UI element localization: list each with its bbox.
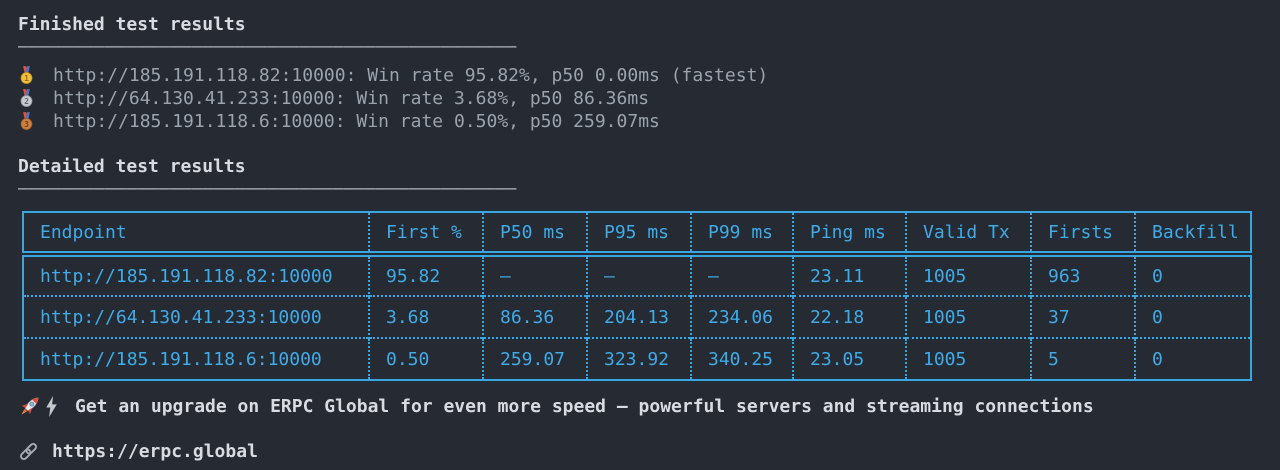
svg-text:2: 2 [24,97,29,106]
cell-p99: 340.25 [690,337,793,380]
cell-valid-tx: 1005 [905,254,1031,296]
divider-line: ––––––––––––––––––––––––––––––––––––––––… [18,178,517,199]
column-header-first-pct: First % [368,212,483,257]
cell-backfill: 0 [1134,337,1251,380]
column-header-p95: P95 ms [586,212,691,257]
column-header-endpoint: Endpoint [23,212,369,257]
cell-p95: 323.92 [586,337,691,380]
cell-firsts: 37 [1030,295,1135,338]
link-icon [18,440,39,462]
table-row: http://185.191.118.6:10000 0.50 259.07 3… [23,337,1251,380]
column-header-backfill: Backfill [1134,212,1251,257]
column-header-ping: Ping ms [792,212,906,257]
ranking-text: http://64.130.41.233:10000: Win rate 3.6… [53,88,650,109]
cell-p50: – [482,254,587,296]
cell-first-pct: 0.50 [368,337,483,380]
cell-ping: 22.18 [792,295,906,338]
finished-results-title: Finished test results [18,14,246,35]
gold-medal-icon: 1 [18,65,38,87]
ranking-row-2: 2 http://64.130.41.233:10000: Win rate 3… [18,87,1280,110]
column-header-p50: P50 ms [482,212,587,257]
ranking-row-3: 3 http://185.191.118.6:10000: Win rate 0… [18,110,1280,133]
link-row: https://erpc.global [18,439,1280,463]
column-header-p99: P99 ms [690,212,793,257]
cell-ping: 23.11 [792,254,906,296]
table-header-row: Endpoint First % P50 ms P95 ms P99 ms Pi… [23,212,1251,257]
ranking-row-1: 1 http://185.191.118.82:10000: Win rate … [18,64,1280,87]
silver-medal-icon: 2 [18,88,38,110]
cell-firsts: 5 [1030,337,1135,380]
results-table: Endpoint First % P50 ms P95 ms P99 ms Pi… [22,211,1252,381]
lightning-bolt-icon [45,395,59,417]
cell-p99: – [690,254,793,296]
cell-p95: 204.13 [586,295,691,338]
divider-line: ––––––––––––––––––––––––––––––––––––––––… [18,36,517,57]
cell-p50: 86.36 [482,295,587,338]
cell-first-pct: 95.82 [368,254,483,296]
upgrade-text: Get an upgrade on ERPC Global for even m… [75,395,1094,417]
upgrade-banner: Get an upgrade on ERPC Global for even m… [18,394,1280,418]
cell-backfill: 0 [1134,254,1251,296]
ranking-text: http://185.191.118.82:10000: Win rate 95… [53,65,769,86]
svg-text:3: 3 [24,120,29,129]
cell-p50: 259.07 [482,337,587,380]
bronze-medal-icon: 3 [18,111,38,133]
table-row: http://64.130.41.233:10000 3.68 86.36 20… [23,295,1251,338]
cell-p99: 234.06 [690,295,793,338]
svg-text:1: 1 [24,74,29,83]
cell-p95: – [586,254,691,296]
cell-valid-tx: 1005 [905,337,1031,380]
cell-endpoint: http://185.191.118.6:10000 [23,337,369,380]
cell-first-pct: 3.68 [368,295,483,338]
cell-ping: 23.05 [792,337,906,380]
cell-backfill: 0 [1134,295,1251,338]
table-row: http://185.191.118.82:10000 95.82 – – – … [23,254,1251,296]
column-header-valid-tx: Valid Tx [905,212,1031,257]
url-link[interactable]: https://erpc.global [52,440,258,462]
detailed-results-title: Detailed test results [18,156,246,177]
ranking-list: 1 http://185.191.118.82:10000: Win rate … [18,64,1280,133]
ranking-text: http://185.191.118.6:10000: Win rate 0.5… [53,111,660,132]
cell-endpoint: http://185.191.118.82:10000 [40,265,333,287]
rocket-icon [18,394,42,418]
cell-valid-tx: 1005 [905,295,1031,338]
cell-firsts: 963 [1030,254,1135,296]
cell-endpoint: http://64.130.41.233:10000 [23,295,369,338]
column-header-firsts: Firsts [1030,212,1135,257]
